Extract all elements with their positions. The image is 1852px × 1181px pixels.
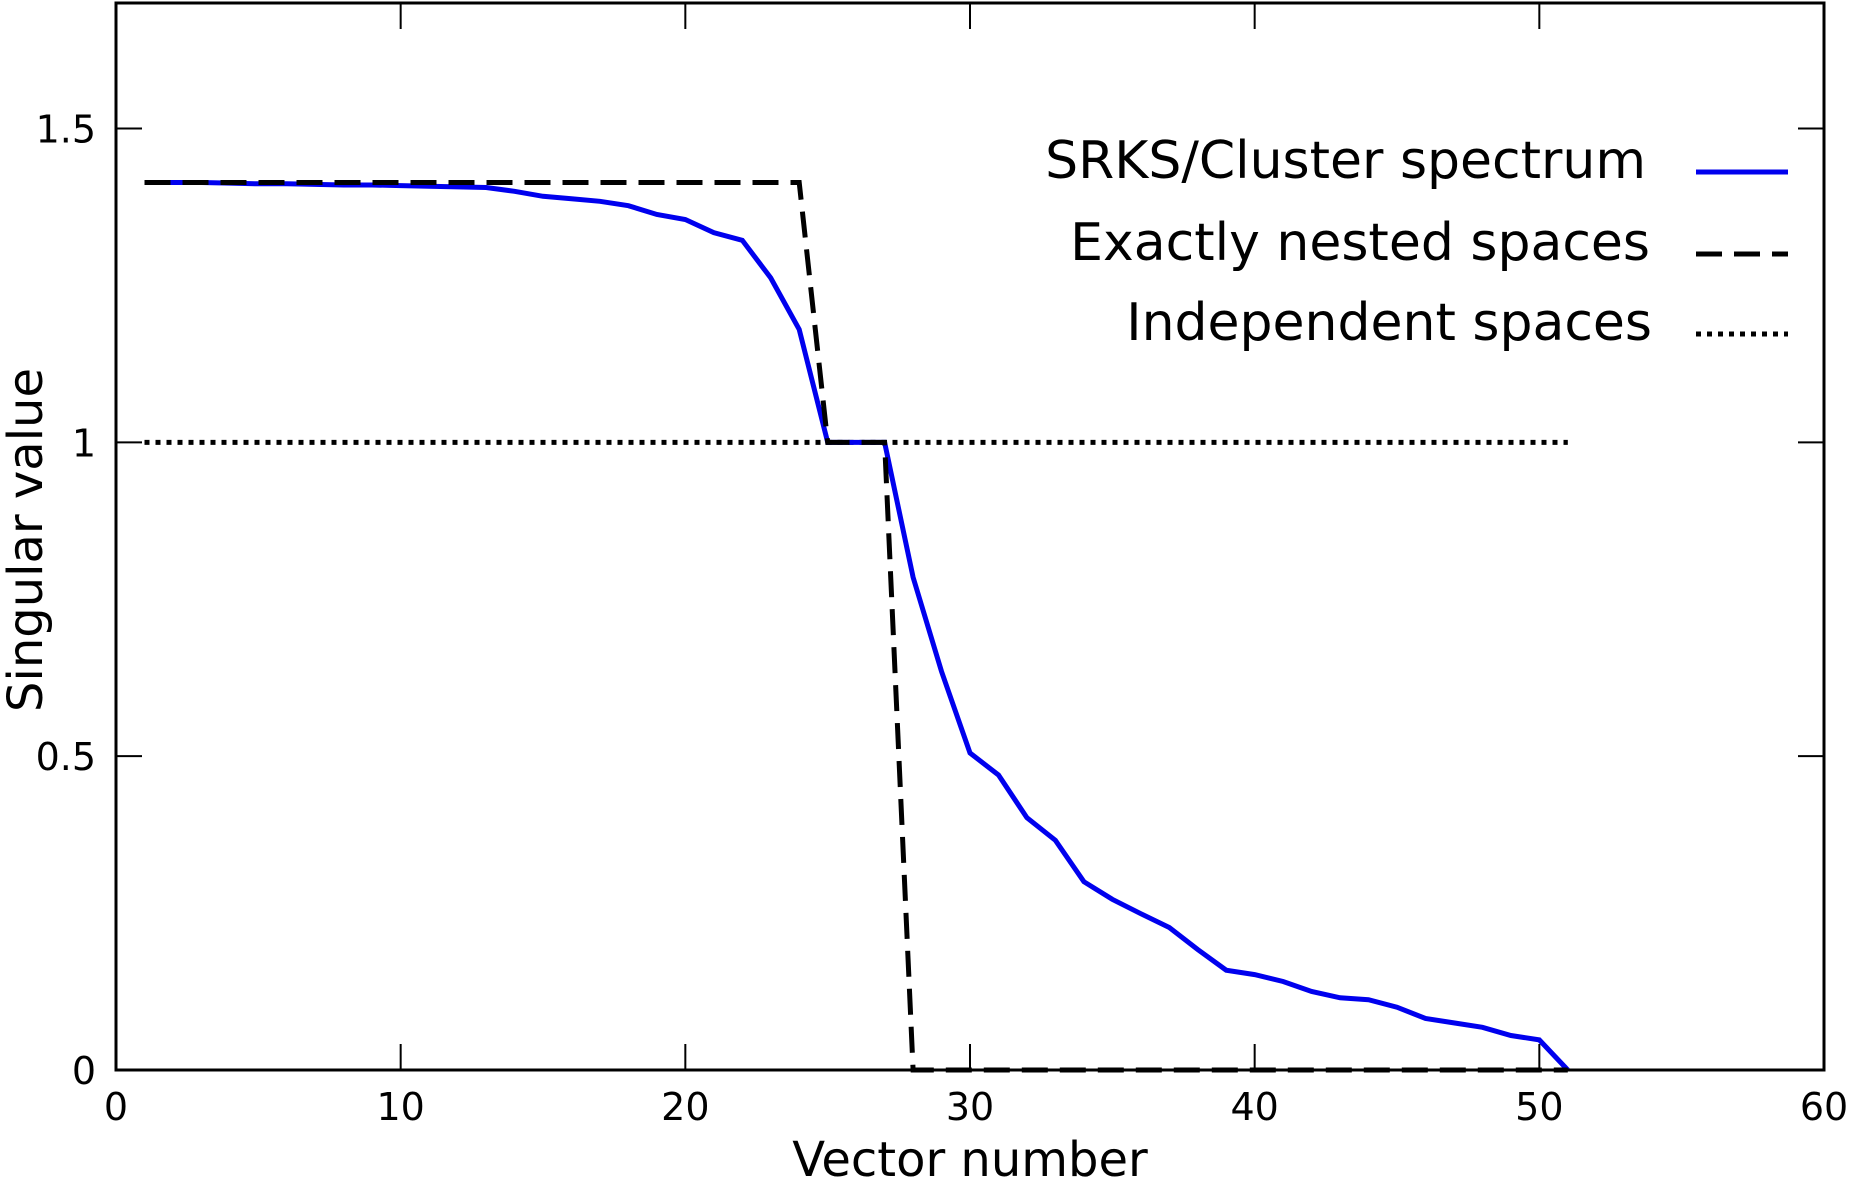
series-line-solid xyxy=(144,180,1570,1072)
x-tick-label: 10 xyxy=(376,1085,424,1129)
legend-label: SRKS/Cluster spectrum xyxy=(1045,131,1646,191)
x-tick-label: 0 xyxy=(104,1085,128,1129)
legend-label: Independent spaces xyxy=(1126,293,1652,353)
y-tick-label: 0 xyxy=(72,1049,96,1093)
y-tick-label: 1 xyxy=(72,421,96,465)
x-tick-label: 30 xyxy=(946,1085,994,1129)
tick-labels: 0 10 20 30 40 50 60 0 0.5 1 1.5 xyxy=(36,108,1849,1129)
y-tick-label: 1.5 xyxy=(36,108,96,152)
plot-frame xyxy=(114,1,1826,1072)
legend: SRKS/Cluster spectrum Exactly nested spac… xyxy=(1045,131,1788,353)
y-tick-label: 0.5 xyxy=(36,735,96,779)
legend-label: Exactly nested spaces xyxy=(1070,213,1650,273)
x-tick-label: 60 xyxy=(1800,1085,1848,1129)
x-tick-label: 50 xyxy=(1515,1085,1563,1129)
x-tick-label: 40 xyxy=(1230,1085,1278,1129)
y-axis-label: Singular value xyxy=(0,368,54,712)
x-tick-label: 20 xyxy=(661,1085,709,1129)
x-axis-label: Vector number xyxy=(792,1132,1148,1181)
